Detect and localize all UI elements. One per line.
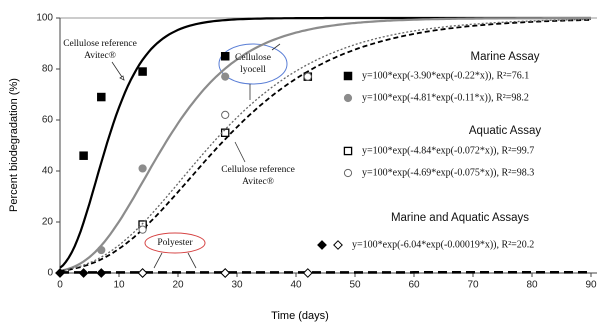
x-tick-label: 10: [113, 280, 125, 291]
data-point: [333, 240, 343, 250]
data-point: [137, 268, 148, 278]
data-point: [303, 72, 312, 81]
x-tick-label: 40: [290, 280, 302, 291]
arrow-head: [119, 75, 125, 81]
arrow: [187, 252, 197, 269]
annotation: Avitec®: [84, 50, 116, 61]
data-point: [138, 164, 147, 173]
legend-group-title: Marine Assay: [470, 51, 539, 63]
x-tick-label: 20: [172, 280, 184, 291]
y-tick-label: 100: [36, 13, 53, 24]
x-tick-label: 60: [408, 280, 420, 291]
data-point: [97, 245, 106, 255]
annotation-shapes: [111, 43, 288, 269]
data-point: [221, 72, 230, 81]
x-tick-label: 50: [349, 280, 361, 291]
highlight-ellipse: [218, 43, 288, 85]
annotation: Avitec®: [242, 176, 274, 187]
data-point: [221, 110, 230, 120]
annotation: lyocell: [240, 65, 266, 75]
legend-entry: y=100*exp(-4.84*exp(-0.072*x)), R²=99.7: [362, 145, 534, 156]
data-point: [317, 240, 327, 250]
highlight-ellipse: [144, 232, 206, 254]
data-point: [55, 268, 65, 278]
x-tick-label: 30: [231, 280, 243, 291]
y-axis-label: Percent biodegradation (%): [8, 78, 20, 212]
data-point: [78, 268, 89, 278]
data-point: [343, 146, 353, 156]
x-tick-label: 0: [57, 280, 63, 291]
y-tick-label: 40: [42, 166, 54, 177]
legend-entry: y=100*exp(-6.04*exp(-0.00019*x)), R²=20.…: [352, 239, 534, 250]
arrow: [234, 141, 246, 163]
arrow: [271, 43, 281, 51]
x-tick-label: 90: [585, 280, 597, 291]
y-tick-label: 20: [42, 217, 54, 228]
data-point: [97, 92, 106, 102]
data-point: [79, 151, 88, 160]
annotation: Polyester: [157, 238, 193, 248]
arrow: [153, 252, 163, 269]
data-point: [343, 168, 353, 178]
fit-curve: [59, 18, 591, 272]
legend-group-title: Aquatic Assay: [469, 125, 541, 137]
data-point: [138, 225, 147, 234]
legend-entry: y=100*exp(-4.81*exp(-0.11*x)), R²=98.2: [362, 92, 529, 103]
data-point: [343, 93, 353, 103]
data-point: [302, 268, 313, 278]
annotation: Cellulose reference: [221, 164, 295, 175]
data-point: [220, 52, 230, 61]
x-tick-label: 70: [467, 280, 479, 291]
y-tick-label: 80: [42, 64, 54, 75]
data-point: [138, 67, 147, 76]
data-point: [343, 71, 353, 81]
x-tick-label: 80: [526, 280, 538, 291]
annotation: Cellulose reference: [63, 38, 137, 49]
legend-group-title: Marine and Aquatic Assays: [391, 212, 529, 224]
annotation: Cellulose: [235, 53, 271, 63]
y-tick-label: 0: [47, 268, 53, 279]
x-axis-label: Time (days): [271, 310, 329, 322]
fit-curve: [59, 17, 591, 272]
y-tick-label: 60: [42, 115, 54, 126]
legend-entry: y=100*exp(-4.69*exp(-0.075*x)), R²=98.3: [362, 167, 534, 178]
data-point: [96, 268, 107, 278]
data-point: [220, 268, 231, 278]
legend-entry: y=100*exp(-3.90*exp(-0.22*x)), R²=76.1: [362, 70, 529, 81]
